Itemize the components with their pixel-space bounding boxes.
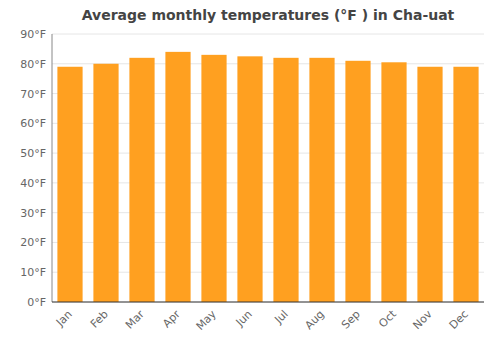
y-tick-label: 50°F bbox=[20, 147, 46, 160]
bar: Dec: 79 bbox=[453, 67, 478, 302]
x-tick-label: Feb bbox=[88, 308, 111, 331]
bar: Nov: 79 bbox=[417, 67, 442, 302]
bars: Jan: 79 Feb: 80 Mar: 82 Apr: 84 May: 83 Jun: … bbox=[57, 52, 478, 302]
bar: Aug: 82 bbox=[309, 58, 334, 302]
y-tick-label: 10°F bbox=[20, 266, 46, 279]
grid-line bbox=[52, 302, 484, 303]
bar: Sep: 81 bbox=[345, 61, 370, 302]
x-tick-label: May bbox=[194, 307, 220, 333]
x-tick-label: Nov bbox=[410, 307, 435, 332]
x-axis-line bbox=[52, 302, 484, 303]
bar: Mar: 82 bbox=[129, 58, 154, 302]
x-tick-label: Apr bbox=[160, 307, 183, 330]
grid-line bbox=[52, 34, 484, 35]
x-tick-label: Dec bbox=[447, 308, 471, 332]
y-grid bbox=[52, 34, 484, 302]
x-tick-label: Mar bbox=[123, 307, 147, 331]
y-tick-label: 40°F bbox=[20, 177, 46, 190]
x-tick-label: Sep bbox=[339, 308, 363, 332]
bar: Feb: 80 bbox=[93, 64, 118, 302]
bar: Jan: 79 bbox=[57, 67, 82, 302]
y-tick-label: 20°F bbox=[20, 236, 46, 249]
chart-container: Average monthly temperatures (°F ) in Ch… bbox=[0, 0, 500, 350]
y-tick-label: 60°F bbox=[20, 117, 46, 130]
x-tick-label: Jul bbox=[272, 308, 291, 327]
chart-svg: Average monthly temperatures (°F ) in Ch… bbox=[0, 0, 500, 350]
y-tick-label: 80°F bbox=[20, 58, 46, 71]
bar: Jun: 82.5 bbox=[237, 56, 262, 302]
bar: May: 83 bbox=[201, 55, 226, 302]
y-axis-line bbox=[52, 34, 53, 302]
x-tick-label: Jun bbox=[233, 308, 255, 330]
y-tick-label: 70°F bbox=[20, 88, 46, 101]
x-tick-label: Oct bbox=[376, 307, 399, 330]
y-tick-label: 0°F bbox=[27, 296, 46, 309]
y-tick-label: 90°F bbox=[20, 28, 46, 41]
x-tick-label: Jan bbox=[53, 308, 75, 330]
x-tick-label: Aug bbox=[302, 308, 326, 332]
title: Average monthly temperatures (°F ) in Ch… bbox=[82, 7, 455, 23]
bar: Oct: 80.5 bbox=[381, 62, 406, 302]
y-tick-label: 30°F bbox=[20, 207, 46, 220]
bar: Jul: 82 bbox=[273, 58, 298, 302]
bar: Apr: 84 bbox=[165, 52, 190, 302]
